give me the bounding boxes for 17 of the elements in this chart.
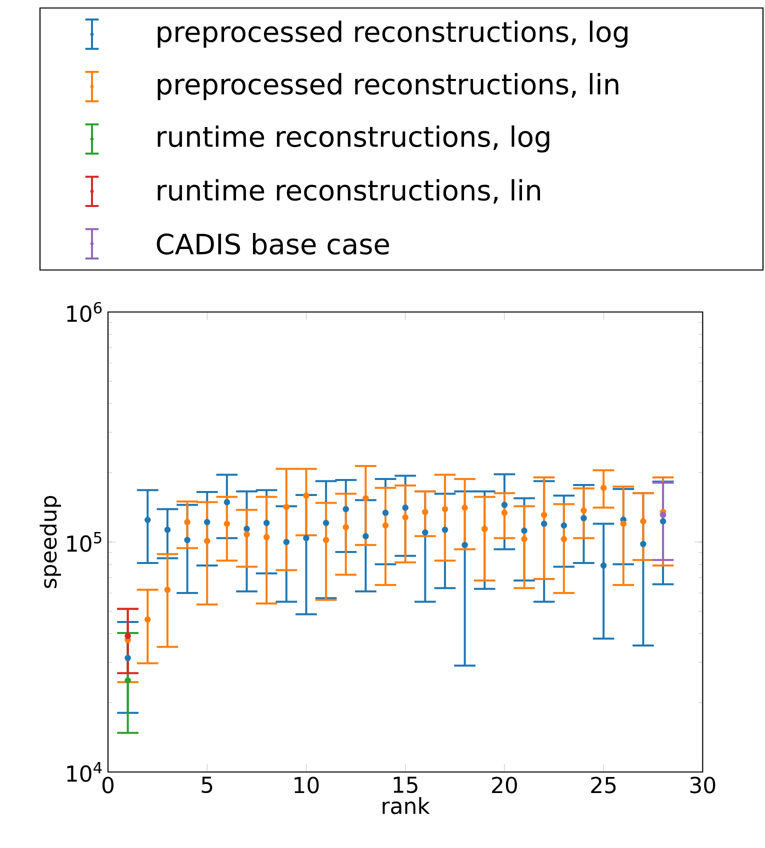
x-tick-label: 20 — [492, 776, 517, 794]
y-tick-label: 10$^{5}$ — [67, 532, 102, 552]
x-tick-label: 10 — [294, 776, 319, 794]
x-tick-label: 25 — [591, 776, 616, 794]
legend-label: CADIS base case — [156, 232, 389, 255]
y-tick-label: 10$^{6}$ — [67, 302, 102, 322]
x-tick-label: 30 — [690, 776, 716, 794]
y-axis-title: speedup — [40, 496, 62, 588]
y-tick-label: 10$^{4}$ — [67, 762, 102, 782]
legend-label: runtime reconstructions, log — [158, 125, 550, 153]
x-tick-label: 5 — [202, 776, 212, 794]
x-tick-label: 15 — [394, 776, 418, 794]
legend-label: preprocessed reconstructions, log — [158, 20, 628, 48]
legend-label: preprocessed reconstructions, lin — [158, 73, 618, 100]
x-tick-label: 0 — [102, 776, 114, 794]
x-axis-title: rank — [382, 797, 430, 814]
legend-label: runtime reconstructions, lin — [158, 179, 540, 204]
